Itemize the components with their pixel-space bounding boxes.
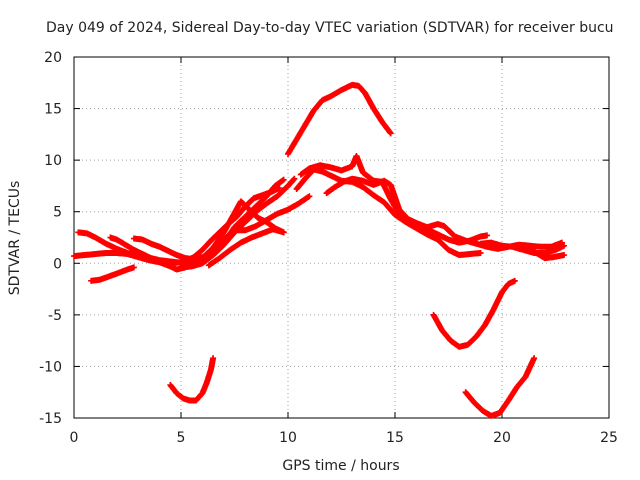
series-arc-m [285, 81, 394, 157]
x-tick-label: 10 [279, 430, 297, 446]
x-tick-label: 0 [70, 430, 79, 446]
series-arc-n [293, 166, 484, 259]
data-point [280, 229, 287, 236]
y-tick-label: 0 [53, 256, 62, 272]
x-axis-label: GPS time / hours [282, 458, 399, 474]
x-tick-label: 5 [177, 430, 186, 446]
data-point [210, 355, 217, 362]
y-tick-label: 20 [44, 50, 62, 66]
data-point [477, 249, 484, 256]
data-point [280, 176, 287, 183]
grid [74, 57, 609, 418]
x-tick-label: 20 [493, 430, 511, 446]
x-tick-label: 15 [386, 430, 404, 446]
y-axis-label: SDTVAR / TECUs [7, 181, 23, 296]
data-point [561, 252, 568, 259]
series-arc-f [167, 355, 217, 404]
data-point [291, 175, 298, 182]
series-arc-t [516, 243, 568, 262]
series-arc-l [212, 176, 287, 256]
data-point [306, 193, 313, 200]
data-point [130, 264, 137, 271]
y-tick-label: 15 [44, 102, 62, 118]
series-arc-q [430, 277, 518, 350]
series-arc-r [462, 355, 538, 419]
plot-frame [73, 56, 610, 419]
data-point [511, 277, 518, 284]
data-points [71, 81, 568, 419]
x-tick-label: 25 [600, 430, 618, 446]
data-point [531, 355, 538, 362]
data-point [387, 130, 394, 137]
chart-title: Day 049 of 2024, Sidereal Day-to-day VTE… [46, 20, 614, 36]
data-point [561, 242, 568, 249]
y-tick-label: 5 [53, 205, 62, 221]
axis-ticks [73, 56, 610, 419]
y-tick-label: -15 [39, 411, 62, 427]
y-tick-label: -5 [48, 308, 62, 324]
y-tick-label: -10 [39, 359, 62, 375]
series-arc-c [88, 264, 137, 284]
tick-labels: 0 5 10 15 20 25 -15 -10 -5 0 5 10 15 20 [39, 50, 618, 446]
data-point [290, 176, 297, 183]
y-tick-label: 10 [44, 153, 62, 169]
data-point [484, 232, 491, 239]
series-arc-k [205, 226, 287, 269]
